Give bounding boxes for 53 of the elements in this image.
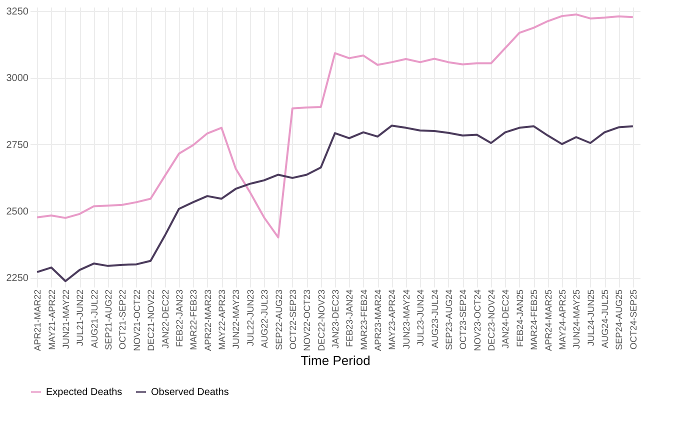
x-tick-label: FEB23-JAN24 [344,290,355,348]
x-tick-label: JUN24-MAY25 [572,290,582,349]
legend-label: Observed Deaths [151,387,229,398]
x-tick-label: AUG21-JUL22 [89,290,100,348]
x-tick-label: DEC22-NOV23 [316,290,326,352]
x-tick-label: APR21-MAR22 [32,290,43,352]
x-tick-label: JUN21-MAY22 [60,290,71,349]
x-tick-label: DEC21-NOV22 [146,290,156,352]
x-tick-label: SEP21-AUG22 [104,290,114,350]
x-tick-label: JUL23-JUN24 [416,290,426,346]
x-tick-label: AUG22-JUL23 [260,290,270,348]
x-tick-label: SEP24-AUG25 [614,290,624,350]
x-tick-label: JUN23-MAY24 [401,290,412,349]
x-tick-label: OCT24-SEP25 [628,290,638,350]
x-tick-label: MAR24-FEB25 [529,290,540,350]
x-tick-label: AUG24-JUL25 [600,290,610,348]
x-tick-label: MAY22-APR23 [217,290,228,350]
x-tick-label: JUL24-JUN25 [586,290,596,346]
x-tick-label: AUG23-JUL24 [430,290,440,348]
x-tick-label: OCT21-SEP22 [118,290,128,350]
x-tick-label: SEP23-AUG24 [444,290,454,350]
line-series [36,124,634,282]
x-tick-label: FEB22-JAN23 [174,290,184,348]
x-tick-label: APR24-MAR25 [543,290,554,352]
x-tick-label: JUL21-JUN22 [75,290,86,346]
x-tick-label: DEC23-NOV24 [486,290,497,352]
x-tick-label: JAN23-DEC23 [330,290,340,349]
y-tick-label: 3250 [6,6,29,18]
y-tick-label: 3000 [6,73,29,84]
x-tick-label: APR23-MAR24 [373,290,384,352]
x-tick-label: OCT22-SEP23 [288,290,298,350]
x-tick-label: JAN24-DEC24 [500,290,511,349]
x-tick-label: NOV23-OCT24 [472,290,482,352]
x-tick-label: NOV22-OCT23 [302,290,312,352]
x-tick-label: SEP22-AUG23 [274,290,284,350]
x-tick-label: OCT23-SEP24 [458,290,468,350]
x-tick-label: NOV21-OCT22 [132,290,142,352]
line-series [36,13,634,238]
x-tick-label: JUN22-MAY23 [231,290,242,349]
legend-label: Expected Deaths [46,387,122,398]
y-tick-label: 2250 [6,273,29,284]
x-tick-label: APR22-MAR23 [202,290,213,352]
y-tick-label: 2500 [6,206,29,218]
x-tick-label: MAY21-APR22 [46,290,57,350]
x-tick-label: JAN22-DEC22 [160,290,170,349]
x-axis-title: Time Period [300,353,370,368]
x-tick-label: FEB24-JAN25 [514,290,525,348]
x-tick-label: JUL22-JUN23 [245,290,256,346]
x-tick-label: MAR23-FEB24 [358,290,369,350]
x-tick-label: MAR22-FEB23 [188,290,199,350]
y-tick-label: 2750 [6,140,29,151]
x-tick-label: MAY23-APR24 [387,290,398,350]
x-tick-label: MAY24-APR25 [557,290,568,350]
